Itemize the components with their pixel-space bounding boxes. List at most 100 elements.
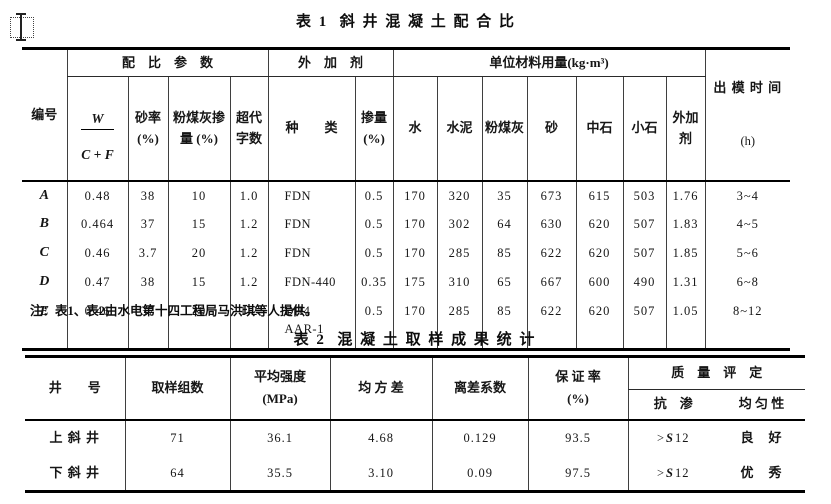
cell: 1.0 [229, 181, 269, 210]
wcf-denominator: C + F [81, 146, 114, 162]
uniformity-rating: 优 秀 [740, 464, 783, 480]
cell: 667 [526, 268, 577, 297]
cell: 310 [436, 268, 483, 297]
t1-header-sand-ratio: 砂率 (%) [127, 76, 168, 182]
cell: 35.5 [229, 455, 330, 492]
mix-id: B [39, 216, 49, 232]
cell: 615 [575, 181, 624, 210]
grade-number: 12 [675, 465, 690, 480]
cell: 97.5 [527, 455, 628, 492]
ibeam-cap-bottom [16, 39, 26, 41]
cell: 503 [622, 181, 667, 210]
table-row: 下 斜 井 64 35.5 3.10 0.09 97.5 >S12 优 秀 [25, 455, 805, 492]
cell: 1.85 [665, 239, 706, 268]
cell: 673 [526, 181, 577, 210]
table-row: E 0.46 37 20 1.2 DH4 AAR-1 0.5 170 285 8… [22, 297, 791, 349]
t1-group-mix-parameters: 配 比 参 数 [66, 48, 269, 77]
cell: 37 [127, 297, 168, 349]
table-row: D 0.47 38 15 1.2 FDN-440 0.35 175 310 65… [22, 268, 791, 297]
t1-header-kind: 种 类 [267, 76, 356, 182]
cell: 175 [392, 268, 438, 297]
cell: 20 [167, 297, 230, 349]
t2-header-impermeability: 抗 渗 [627, 389, 718, 421]
table-row: 上 斜 井 71 36.1 4.68 0.129 93.5 >S12 良 好 [25, 419, 805, 456]
cell: 170 [392, 181, 438, 210]
cell: 38 [127, 268, 168, 297]
admixture-kind: FDN [267, 210, 356, 239]
cell: 15 [167, 268, 230, 297]
cell: 620 [575, 297, 624, 349]
cell: 622 [526, 239, 577, 268]
t2-header-avg-strength: 平均强度 (MPa) [229, 356, 330, 421]
cell: 1.2 [229, 239, 269, 268]
t2-header-assurance-rate: 保 证 率 (%) [527, 356, 628, 421]
cell: 630 [526, 210, 577, 239]
cell: 620 [575, 210, 624, 239]
t1-header-demold-time: 出 模 时 间 (h) [704, 48, 791, 182]
cell: 3.10 [329, 455, 432, 492]
t1-header-admixture: 外加剂 [665, 76, 706, 182]
uniformity-rating: 良 好 [740, 429, 783, 445]
cell: 0.46 [66, 239, 128, 268]
cell: 0.5 [354, 297, 394, 349]
table-row: A 0.48 38 10 1.0 FDN 0.5 170 320 35 673 … [22, 181, 791, 210]
t1-header-wcf-ratio: W C + F [66, 76, 128, 182]
cell: 1.05 [665, 297, 706, 349]
table-row: C 0.46 3.7 20 1.2 FDN 0.5 170 285 85 622… [22, 239, 791, 268]
cell: 302 [436, 210, 483, 239]
cell: 620 [575, 239, 624, 268]
cell: 10 [167, 181, 230, 210]
mix-id: E [39, 304, 49, 319]
cell: 36.1 [229, 419, 330, 456]
admixture-kind: FDN-440 [267, 268, 356, 297]
t1-header-sand: 砂 [526, 76, 577, 182]
cell: 64 [124, 455, 230, 492]
cell: 170 [392, 210, 438, 239]
wcf-numerator: W [81, 111, 114, 130]
cell: 622 [526, 297, 577, 349]
cell: 64 [481, 210, 528, 239]
cell: 65 [481, 268, 528, 297]
cell: 0.47 [66, 268, 128, 297]
cell: 20 [167, 239, 230, 268]
source-note: 注：表1、表2由水电第十四工程局马洪琪等人提供。 [30, 304, 318, 318]
cell: 3~4 [704, 181, 791, 210]
cell: 0.48 [66, 181, 128, 210]
cell: 285 [436, 239, 483, 268]
cell: 85 [481, 297, 528, 349]
cell: 5~6 [704, 239, 791, 268]
t1-header-water: 水 [392, 76, 438, 182]
cell: 285 [436, 297, 483, 349]
t1-header-medium-stone: 中石 [575, 76, 624, 182]
table2-sampling-results: 井 号 取样组数 平均强度 (MPa) 均 方 差 离差系数 保 证 率 (%)… [25, 355, 806, 493]
table2-title: 表 2 混 凝 土 取 样 成 果 统 计 [293, 332, 537, 348]
cell: 0.5 [354, 181, 394, 210]
ibeam-bar [20, 13, 22, 41]
t2-header-std-dev: 均 方 差 [329, 356, 432, 421]
t1-group-admixture: 外 加 剂 [267, 48, 394, 77]
table-row: B 0.464 37 15 1.2 FDN 0.5 170 302 64 630… [22, 210, 791, 239]
cell: 1.83 [665, 210, 706, 239]
t2-header-cv: 离差系数 [431, 356, 528, 421]
cell: 37 [127, 210, 168, 239]
cell: 1.76 [665, 181, 706, 210]
cell: 1.2 [229, 210, 269, 239]
cell: 507 [622, 239, 667, 268]
cell: 170 [392, 239, 438, 268]
admixture-kind: DH4 AAR-1 [267, 297, 356, 349]
table1-mix-proportions: 编号 配 比 参 数 外 加 剂 单位材料用量(kg·m³) 出 模 时 间 (… [22, 47, 791, 351]
well-name: 下 斜 井 [49, 464, 100, 480]
cell: 0.129 [431, 419, 528, 456]
cell: 6~8 [704, 268, 791, 297]
gt-sign: > [656, 465, 666, 480]
well-name: 上 斜 井 [49, 429, 100, 445]
grade-number: 12 [675, 430, 690, 445]
cell: 0.46 [66, 297, 128, 349]
t1-header-id: 编号 [22, 48, 67, 182]
cell: 8~12 [704, 297, 791, 349]
cell: 15 [167, 210, 230, 239]
cell: 4~5 [704, 210, 791, 239]
t2-group-quality-rating: 质 量 评 定 [627, 356, 806, 390]
t1-header-dosage: 掺量 (%) [354, 76, 394, 182]
